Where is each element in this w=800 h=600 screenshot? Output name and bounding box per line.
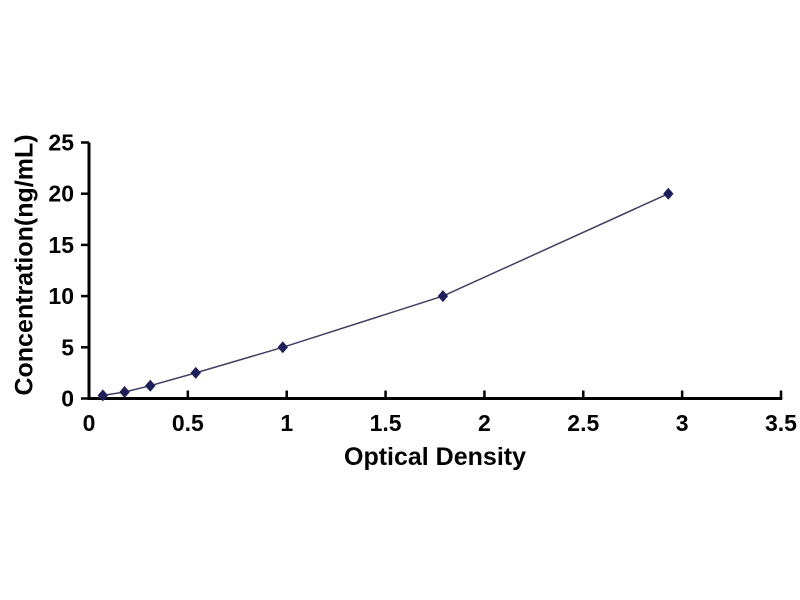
data-point-marker <box>119 386 130 399</box>
data-point-marker <box>277 341 288 354</box>
x-tick-label: 1.5 <box>370 410 402 436</box>
data-point-marker <box>437 290 449 303</box>
x-tick-label: 3 <box>676 410 689 436</box>
y-tick-label: 25 <box>48 130 74 156</box>
y-tick-label: 5 <box>61 334 74 360</box>
x-tick-label: 2 <box>478 410 491 436</box>
data-point-marker <box>145 379 156 392</box>
data-point-marker <box>663 187 674 200</box>
x-tick-label: 0 <box>83 410 96 436</box>
data-point-marker <box>97 389 109 402</box>
y-tick-label: 0 <box>61 386 74 412</box>
x-tick-label: 2.5 <box>567 410 599 436</box>
y-tick-label: 15 <box>48 232 74 258</box>
y-tick-label: 10 <box>48 283 74 309</box>
series-line <box>102 193 669 397</box>
x-tick-label: 0.5 <box>172 410 204 436</box>
x-tick-label: 3.5 <box>765 410 797 436</box>
y-tick-label: 20 <box>48 181 74 207</box>
x-axis-title: Optical Density <box>344 443 526 471</box>
data-point-marker <box>190 366 201 379</box>
x-tick-label: 1 <box>280 410 293 436</box>
y-axis-title: Concentration(ng/mL) <box>10 134 39 396</box>
